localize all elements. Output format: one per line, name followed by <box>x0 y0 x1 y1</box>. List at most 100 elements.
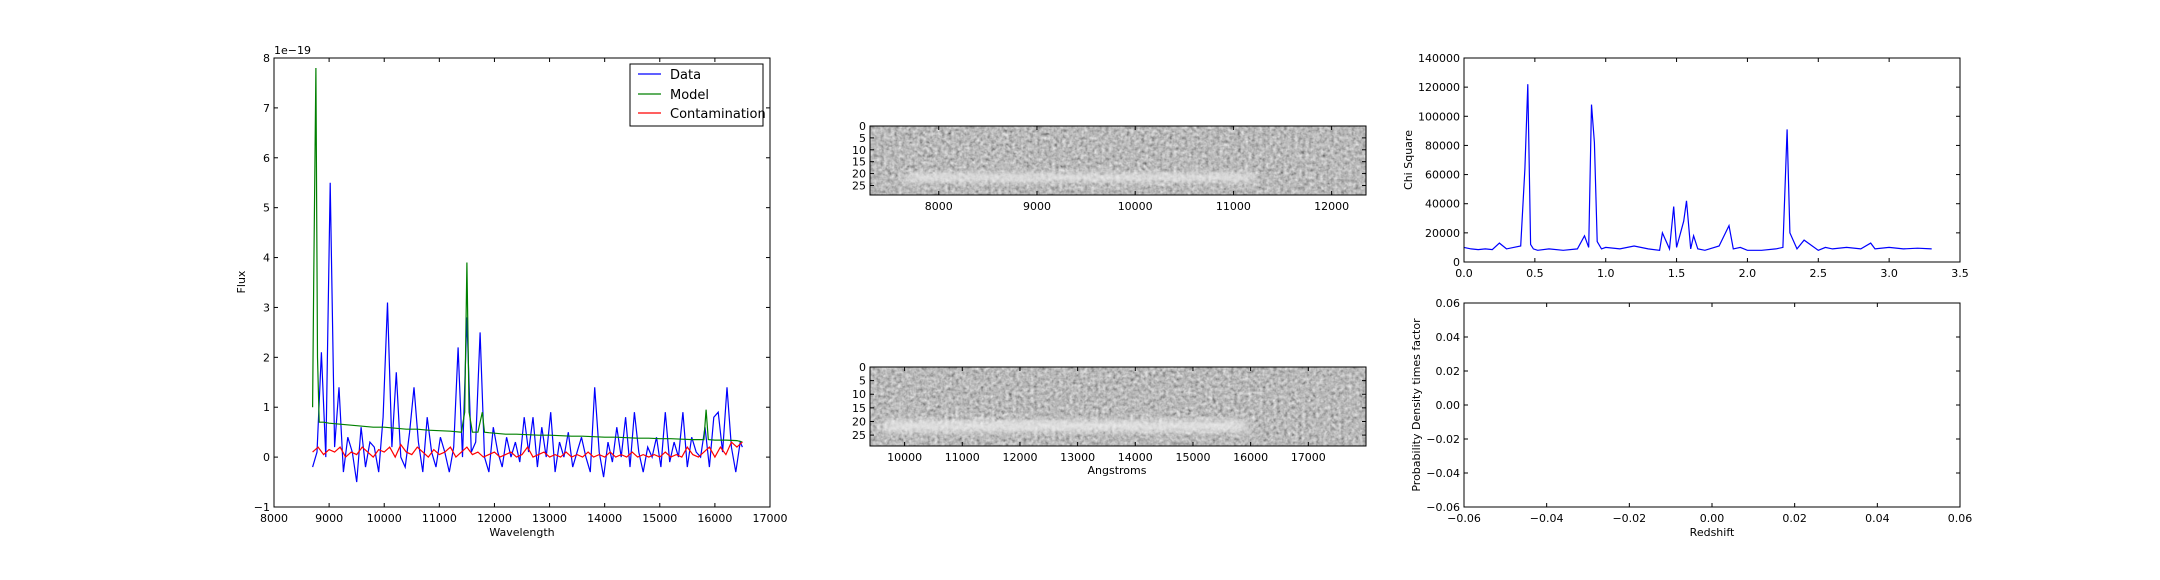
y-tick-label: 15 <box>852 156 866 169</box>
spectrum-ticks: 8000 9000 10000 11000 12000 13000 14000 15000 16… <box>254 52 788 525</box>
y-tick-label: −0.06 <box>1426 501 1460 514</box>
y-tick-label: 1 <box>263 401 270 414</box>
spectrum-offset-text: 1e−19 <box>274 44 311 57</box>
x-tick-label: 12000 <box>477 512 512 525</box>
y-tick-label: 0.02 <box>1436 365 1461 378</box>
x-tick-label: 13000 <box>532 512 567 525</box>
y-tick-label: 80000 <box>1425 139 1460 152</box>
model-line <box>312 67 743 443</box>
x-tick-label: 11000 <box>945 451 980 464</box>
x-tick-label: 13000 <box>1060 451 1095 464</box>
spectrum-x-label: Wavelength <box>489 526 554 539</box>
x-tick-label: 0.06 <box>1948 512 1973 525</box>
y-tick-label: 0 <box>1453 256 1460 269</box>
y-tick-label: 40000 <box>1425 198 1460 211</box>
y-tick-label: 7 <box>263 102 270 115</box>
y-tick-label: 0.06 <box>1436 297 1461 310</box>
x-tick-label: 3.0 <box>1880 267 1898 280</box>
y-tick-label: 120000 <box>1418 81 1460 94</box>
legend-label-model: Model <box>670 88 709 103</box>
y-tick-label: 0 <box>859 361 866 374</box>
x-tick-label: 2.0 <box>1739 267 1757 280</box>
probability-density-plot: −0.06 −0.04 −0.02 0.00 0.02 0.04 0.06 −0.06 −0.0… <box>1410 297 1972 539</box>
probability-plot-area <box>1464 303 1960 507</box>
image-bottom-canvas <box>870 367 1366 446</box>
x-tick-label: −0.04 <box>1530 512 1564 525</box>
y-tick-label: 0 <box>859 120 866 133</box>
y-tick-label: 0.04 <box>1436 331 1461 344</box>
data-line <box>312 182 743 483</box>
x-tick-label: 8000 <box>925 200 953 213</box>
spectrum-plot: 8000 9000 10000 11000 12000 13000 14000 15000 16… <box>235 44 788 539</box>
y-tick-label: 8 <box>263 52 270 65</box>
x-tick-label: −0.02 <box>1612 512 1646 525</box>
probability-ticks: −0.06 −0.04 −0.02 0.00 0.02 0.04 0.06 −0.06 −0.0… <box>1426 297 1972 525</box>
series-0-line <box>1463 84 1932 252</box>
y-tick-label: 5 <box>263 202 270 215</box>
y-tick-label: −0.02 <box>1426 433 1460 446</box>
x-tick-label: 17000 <box>753 512 788 525</box>
spectrum-legend: Data Model Contamination <box>629 63 766 127</box>
spectrum-image-bottom: 10000 11000 12000 13000 14000 15000 16000 17000… <box>852 361 1367 477</box>
x-tick-label: 12000 <box>1314 200 1349 213</box>
x-tick-label: 2.5 <box>1810 267 1828 280</box>
chi-square-plot: 0.0 0.5 1.0 1.5 2.0 2.5 3.0 3.5 0 20000 40000 60000… <box>1402 52 1969 280</box>
x-tick-label: 0.04 <box>1865 512 1890 525</box>
y-tick-label: 10 <box>852 388 866 401</box>
x-tick-label: 17000 <box>1291 451 1326 464</box>
spectrum-series-group <box>312 67 743 483</box>
probability-x-label: Redshift <box>1690 526 1735 539</box>
x-tick-label: 12000 <box>1002 451 1037 464</box>
x-tick-label: 9000 <box>315 512 343 525</box>
x-tick-label: 3.5 <box>1951 267 1969 280</box>
x-tick-label: 10000 <box>1118 200 1153 213</box>
x-tick-label: 14000 <box>1118 451 1153 464</box>
spectrum-plot-area <box>274 58 770 507</box>
y-tick-label: −1 <box>254 501 270 514</box>
y-tick-label: 140000 <box>1418 52 1460 65</box>
x-tick-label: 10000 <box>367 512 402 525</box>
legend-label-data: Data <box>670 68 701 83</box>
image-x-label: Angstroms <box>1088 464 1147 477</box>
chi-square-ticks: 0.0 0.5 1.0 1.5 2.0 2.5 3.0 3.5 0 20000 40000 60000… <box>1418 52 1969 280</box>
chi-square-series-group <box>1463 84 1932 252</box>
y-tick-label: 5 <box>859 375 866 388</box>
x-tick-label: 15000 <box>1175 451 1210 464</box>
x-tick-label: 16000 <box>1233 451 1268 464</box>
y-tick-label: 25 <box>852 179 866 192</box>
image-bottom-bright-band <box>882 420 1247 432</box>
x-tick-label: −0.06 <box>1447 512 1481 525</box>
x-tick-label: 11000 <box>422 512 457 525</box>
y-tick-label: 20000 <box>1425 227 1460 240</box>
y-tick-label: −0.04 <box>1426 467 1460 480</box>
x-tick-label: 1.5 <box>1668 267 1686 280</box>
x-tick-label: 9000 <box>1023 200 1051 213</box>
x-tick-label: 0.5 <box>1526 267 1544 280</box>
image-top-bright-band <box>905 173 1255 182</box>
chi-square-plot-area <box>1464 58 1960 262</box>
x-tick-label: 0.00 <box>1700 512 1725 525</box>
probability-y-label: Probability Density times factor <box>1410 318 1423 492</box>
x-tick-label: 0.02 <box>1782 512 1807 525</box>
y-tick-label: 20 <box>852 168 866 181</box>
x-tick-label: 15000 <box>642 512 677 525</box>
y-tick-label: 3 <box>263 301 270 314</box>
image-top-canvas <box>870 126 1366 195</box>
y-tick-label: 100000 <box>1418 110 1460 123</box>
chi-square-y-label: Chi Square <box>1402 130 1415 190</box>
y-tick-label: 0.00 <box>1436 399 1461 412</box>
x-tick-label: 10000 <box>887 451 922 464</box>
y-tick-label: 15 <box>852 402 866 415</box>
image-bottom-ticks: 10000 11000 12000 13000 14000 15000 16000 17000… <box>852 361 1366 464</box>
y-tick-label: 10 <box>852 144 866 157</box>
y-tick-label: 25 <box>852 429 866 442</box>
y-tick-label: 60000 <box>1425 169 1460 182</box>
y-tick-label: 0 <box>263 451 270 464</box>
x-tick-label: 11000 <box>1216 200 1251 213</box>
x-tick-label: 1.0 <box>1597 267 1615 280</box>
y-tick-label: 2 <box>263 351 270 364</box>
